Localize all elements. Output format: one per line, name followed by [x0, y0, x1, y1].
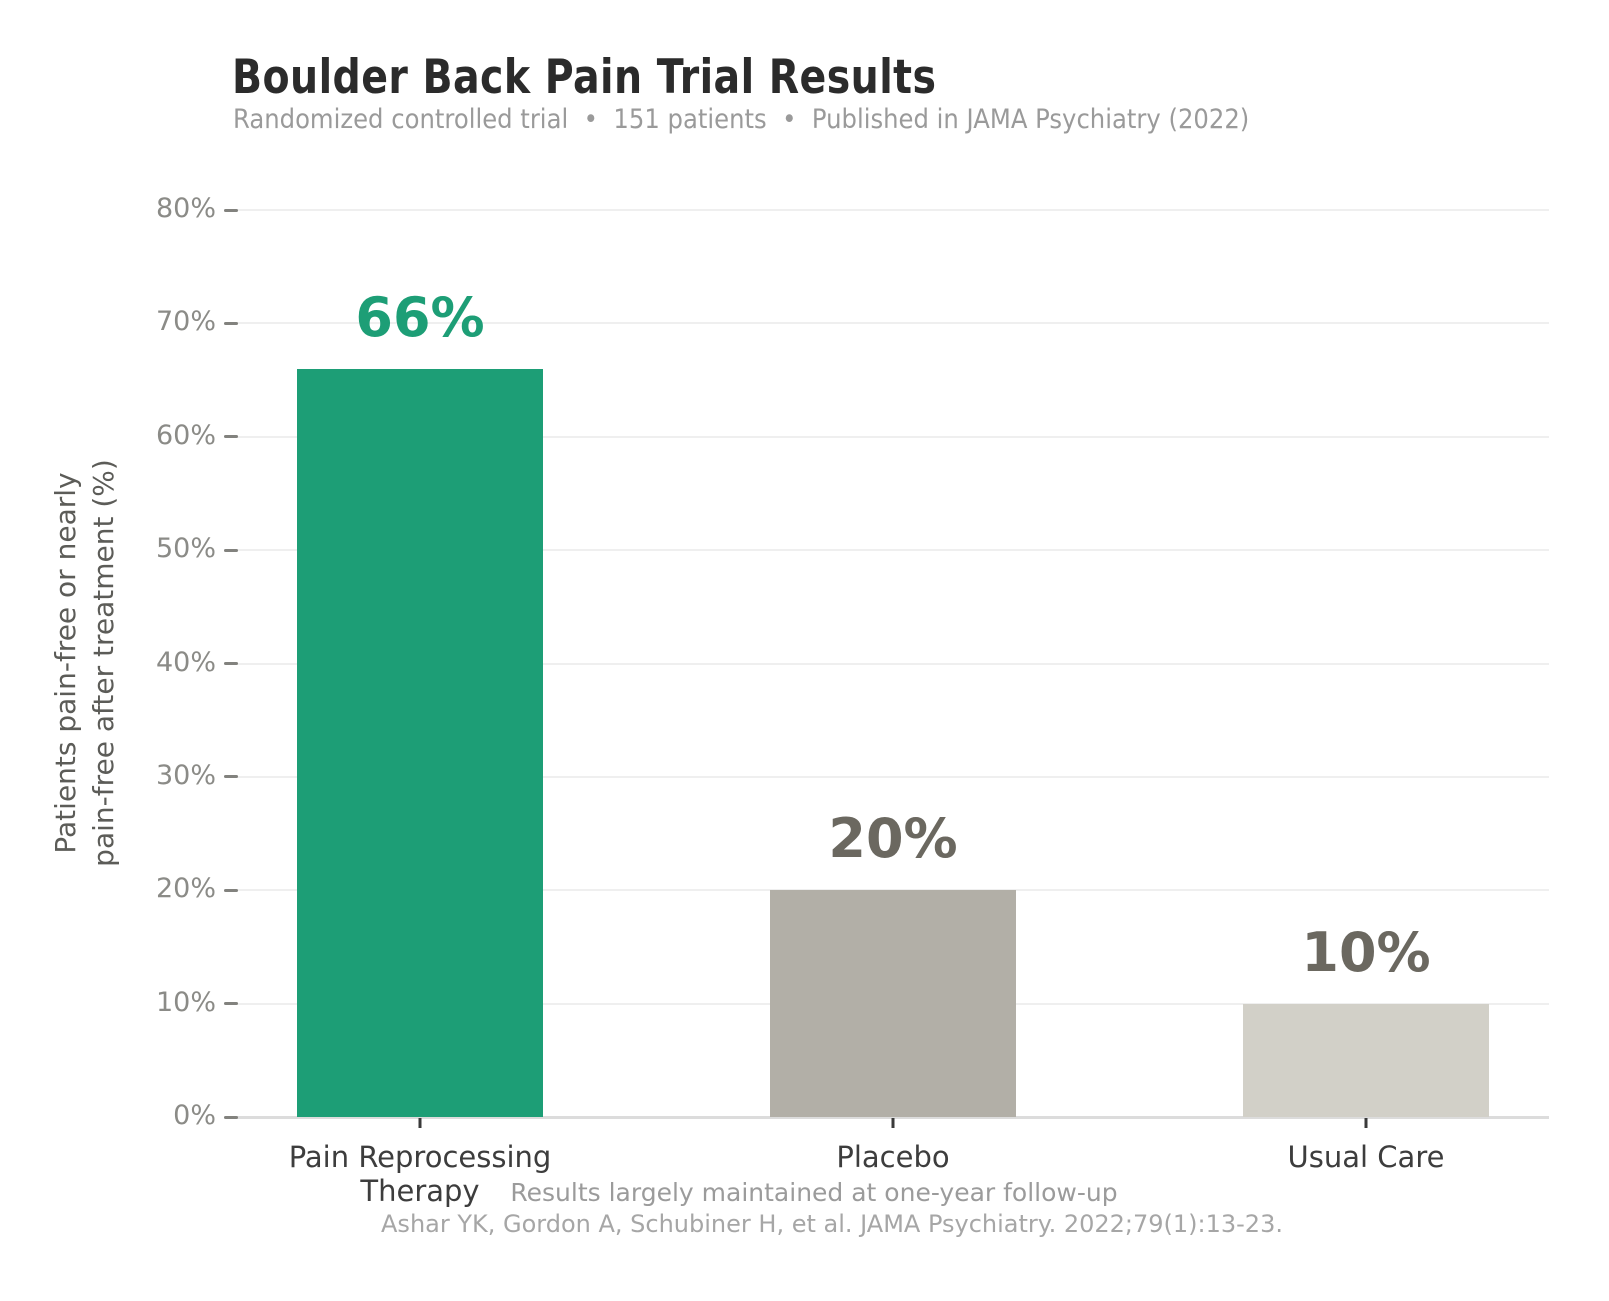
gridline — [237, 662, 1549, 665]
y-tick-label: 70% — [155, 306, 216, 338]
x-tick-mark — [1364, 1118, 1368, 1128]
y-tick-mark — [224, 775, 238, 779]
x-tick-mark — [891, 1118, 895, 1128]
y-tick-mark — [224, 662, 238, 665]
y-tick-label: 80% — [155, 193, 216, 224]
y-tick-mark — [224, 1002, 238, 1006]
bar-value-label: 66% — [355, 285, 485, 349]
gridline — [237, 549, 1549, 552]
gridline — [237, 322, 1549, 325]
bar-placebo — [770, 890, 1016, 1117]
y-tick-mark — [224, 888, 238, 892]
y-tick-label: 10% — [155, 986, 216, 1018]
chart-title: Boulder Back Pain Trial Results — [232, 50, 937, 105]
y-tick-label: 20% — [155, 873, 216, 905]
citation: Ashar YK, Gordon A, Schubiner H, et al. … — [381, 1210, 1283, 1238]
chart-subtitle: Randomized controlled trial • 151 patien… — [233, 104, 1250, 135]
bar-usual-care — [1243, 1003, 1489, 1117]
plot-area: 66% 20% 10% — [237, 209, 1549, 1119]
y-tick-mark — [224, 548, 238, 552]
gridline — [237, 775, 1549, 778]
x-axis-baseline — [237, 1116, 1549, 1119]
bar-value-label: 10% — [1301, 920, 1431, 984]
x-axis-category-label: Placebo — [836, 1140, 950, 1174]
y-tick-mark — [224, 1115, 238, 1119]
bar-pain-reprocessing-therapy — [297, 368, 543, 1117]
y-tick-label: 40% — [155, 646, 216, 678]
gridline — [237, 209, 1549, 211]
bar-value-label: 20% — [828, 807, 958, 871]
y-tick-mark — [224, 208, 238, 212]
gridline — [237, 435, 1549, 438]
x-axis-category-label: Usual Care — [1287, 1140, 1445, 1174]
x-tick-mark — [418, 1118, 422, 1128]
y-tick-label: 0% — [173, 1100, 216, 1131]
y-tick-mark — [224, 321, 238, 325]
y-tick-label: 50% — [155, 533, 216, 565]
followup-note: Results largely maintained at one-year f… — [510, 1178, 1118, 1207]
y-tick-label: 30% — [155, 759, 216, 791]
y-tick-label: 60% — [155, 419, 216, 451]
y-tick-mark — [224, 435, 238, 439]
x-axis-category-label: Pain Reprocessing Therapy — [288, 1140, 552, 1209]
